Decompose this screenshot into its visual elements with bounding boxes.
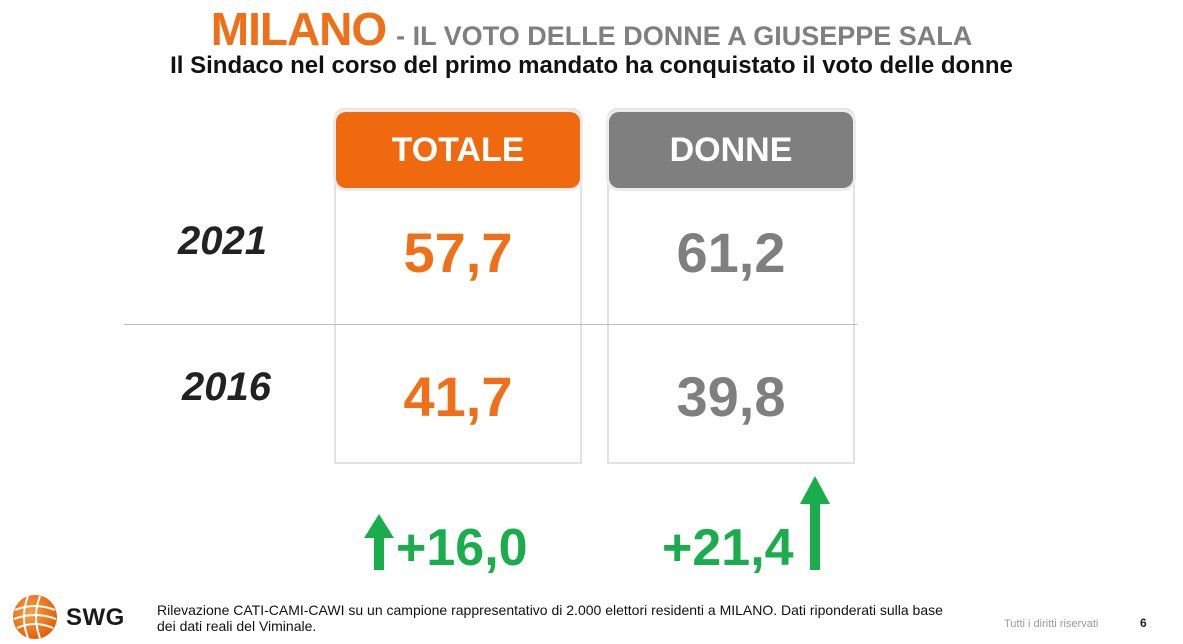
row-divider [124,324,857,325]
title-row: MILANO - IL VOTO DELLE DONNE A GIUSEPPE … [0,2,1183,55]
increase-arrow-up-icon [364,514,394,570]
value-2016-totale: 41,7 [403,365,513,428]
page-number: 6 [1140,616,1147,630]
donne-column-header: DONNE [609,112,853,188]
change-totale: +16,0 [396,519,528,577]
methodology-note: Rilevazione CATI-CAMI-CAWI su un campion… [157,602,943,634]
value-2021-donne: 61,2 [676,221,786,284]
copyright-notice: Tutti i diritti riservati [1004,618,1099,630]
increase-arrow-up-icon [800,476,830,570]
globe-icon [13,595,57,639]
page-title: MILANO [210,3,387,55]
value-2021-totale: 57,7 [403,221,513,284]
totale-column-header: TOTALE [336,112,580,188]
swg-logo-text: SWG [66,604,125,631]
row-label-2016: 2016 [182,365,271,409]
value-2016-donne: 39,8 [676,365,786,428]
row-label-2021: 2021 [178,219,267,263]
page-subtitle: Il Sindaco nel corso del primo mandato h… [170,52,1013,79]
change-donne: +21,4 [662,519,794,577]
page-title-suffix: - IL VOTO DELLE DONNE A GIUSEPPE SALA [396,21,973,51]
